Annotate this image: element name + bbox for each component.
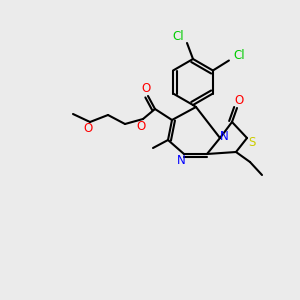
Text: S: S [248, 136, 256, 149]
Text: O: O [136, 119, 146, 133]
Text: Cl: Cl [233, 49, 245, 62]
Text: O: O [83, 122, 93, 136]
Text: O: O [234, 94, 244, 106]
Text: Cl: Cl [172, 29, 184, 43]
Text: N: N [220, 130, 228, 142]
Text: N: N [177, 154, 185, 167]
Text: O: O [141, 82, 151, 95]
